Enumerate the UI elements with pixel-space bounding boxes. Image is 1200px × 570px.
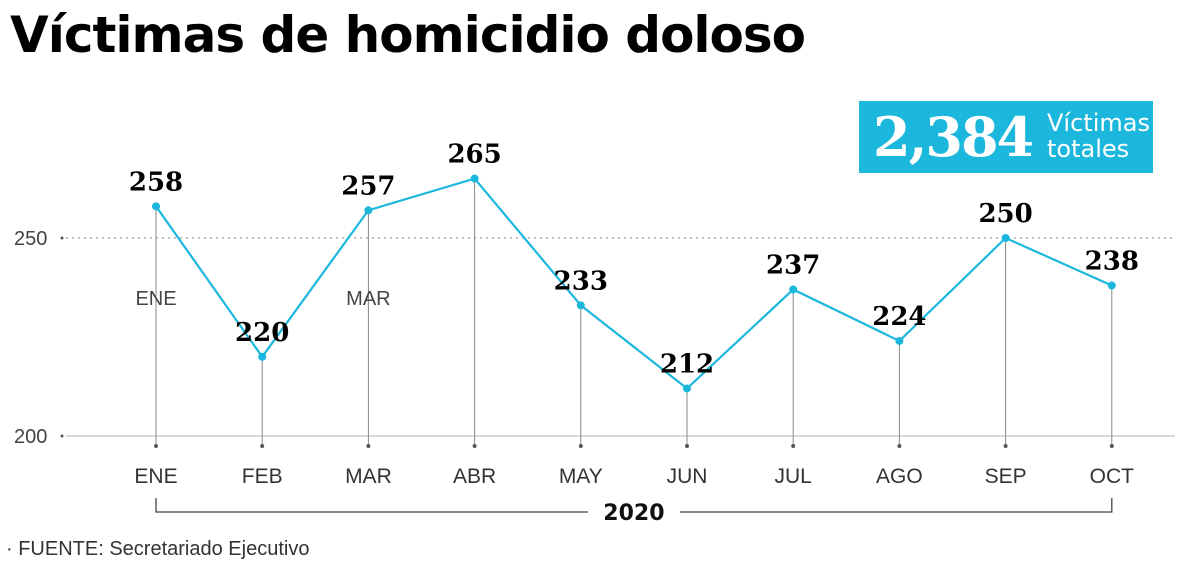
data-point (152, 202, 160, 211)
year-label-bg (587, 498, 680, 526)
data-point (1001, 234, 1010, 242)
x-tick-label: JUL (775, 465, 812, 488)
x-tick-label: OCT (1090, 465, 1135, 488)
data-point (683, 384, 691, 393)
data-point (576, 301, 585, 310)
data-point (895, 336, 904, 345)
x-tick-mark (260, 444, 265, 448)
data-label: 237 (766, 250, 820, 280)
total-label-line1: Víctimas (1047, 109, 1150, 137)
x-tick-label: MAY (559, 465, 603, 488)
inline-month-label: ENE (135, 288, 176, 310)
total-victims-value: 2,384 (873, 105, 1034, 169)
data-label: 233 (554, 266, 608, 296)
x-tick-mark (366, 444, 371, 448)
data-point (258, 352, 267, 361)
x-tick-label: JUN (667, 465, 708, 488)
x-tick-mark (897, 444, 902, 448)
year-label: 2020 (603, 501, 664, 526)
x-tick-label: ABR (453, 465, 496, 488)
x-tick-mark (578, 444, 583, 448)
data-label: 258 (129, 167, 183, 197)
inline-month-label: MAR (346, 288, 390, 310)
x-tick-mark (791, 444, 796, 448)
data-point (470, 174, 479, 183)
data-point (1107, 281, 1116, 290)
y-tick-label: 200 (14, 426, 47, 448)
data-label: 250 (978, 199, 1032, 229)
data-label: 220 (235, 318, 289, 348)
total-victims-box: 2,384 Víctimas totales (859, 101, 1153, 173)
total-victims-label: Víctimas totales (1047, 110, 1153, 162)
series-line (155, 177, 1113, 390)
data-label: 224 (872, 302, 926, 332)
data-point (789, 285, 798, 294)
x-tick-mark (1003, 444, 1008, 448)
x-tick-label: ENE (134, 465, 177, 488)
x-tick-mark (685, 444, 689, 448)
y-tick-mark (60, 434, 64, 438)
x-tick-label: MAR (345, 465, 392, 488)
total-label-line2: totales (1047, 135, 1130, 163)
data-label: 212 (660, 349, 714, 379)
data-label: 238 (1085, 247, 1139, 277)
x-tick-label: AGO (876, 465, 923, 488)
data-label: 265 (447, 140, 501, 170)
x-tick-label: FEB (242, 465, 283, 488)
x-tick-mark (154, 444, 158, 448)
data-label: 257 (341, 171, 395, 201)
source-note: · FUENTE: Secretariado Ejecutivo (6, 538, 310, 560)
y-tick-mark (60, 236, 64, 240)
x-tick-mark (1109, 444, 1114, 448)
x-tick-label: SEP (985, 465, 1027, 488)
data-point (364, 206, 373, 215)
x-tick-mark (472, 444, 477, 448)
y-tick-label: 250 (14, 228, 47, 250)
chart-title: Víctimas de homicidio doloso (10, 6, 806, 64)
